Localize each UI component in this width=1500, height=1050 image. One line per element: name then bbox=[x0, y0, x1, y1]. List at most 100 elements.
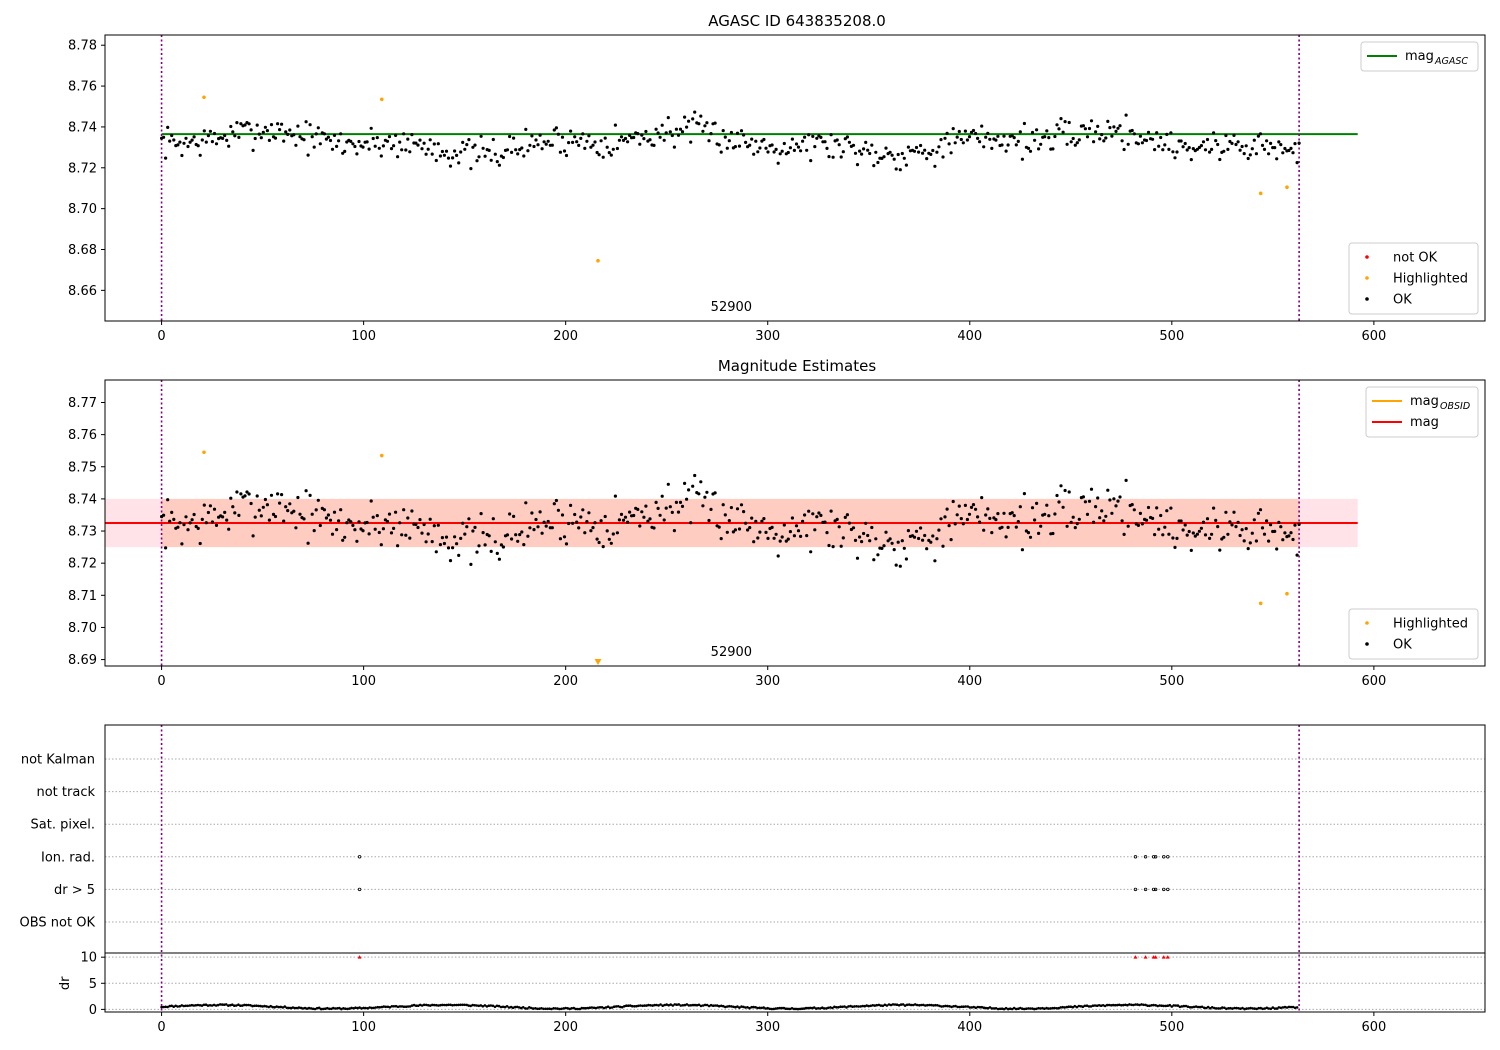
data-point-ok bbox=[807, 509, 811, 513]
data-point-ok bbox=[697, 122, 701, 126]
data-point-ok bbox=[595, 150, 599, 155]
data-point-ok bbox=[556, 508, 561, 512]
data-point-ok bbox=[801, 139, 805, 143]
data-point-ok bbox=[306, 153, 310, 157]
dr-point bbox=[994, 1007, 998, 1010]
data-point-ok bbox=[408, 536, 412, 540]
annotation: 52900 bbox=[711, 645, 752, 660]
dr-point bbox=[855, 1005, 858, 1008]
data-point-ok bbox=[1224, 510, 1228, 514]
data-point-ok bbox=[717, 525, 721, 529]
data-point-ok bbox=[239, 122, 243, 126]
dr-point bbox=[299, 1006, 303, 1010]
data-point-ok bbox=[1055, 123, 1059, 127]
dr-point bbox=[279, 1005, 283, 1009]
data-point-ok bbox=[1081, 124, 1085, 128]
dr-point bbox=[451, 1004, 454, 1007]
data-point-ok bbox=[269, 123, 274, 127]
dr-point bbox=[386, 1005, 390, 1009]
data-point-ok bbox=[306, 541, 310, 545]
data-point-ok bbox=[967, 135, 972, 139]
data-point-ok bbox=[459, 536, 463, 541]
data-point-highlighted bbox=[1258, 601, 1263, 606]
data-point-ok bbox=[349, 520, 353, 524]
data-point-ok bbox=[1199, 526, 1203, 530]
x-tick-label: 0 bbox=[157, 674, 165, 689]
dr-point bbox=[1170, 1005, 1174, 1008]
data-point-ok bbox=[1071, 136, 1075, 141]
data-point-ok bbox=[1232, 510, 1236, 514]
data-point-ok bbox=[1222, 535, 1226, 539]
dr-point bbox=[1075, 1005, 1079, 1009]
dr-point bbox=[1097, 1004, 1101, 1007]
legend-marker bbox=[1365, 276, 1369, 280]
data-point-ok bbox=[894, 563, 898, 567]
data-point-ok bbox=[683, 481, 687, 485]
data-point-ok bbox=[1269, 523, 1273, 527]
data-point-ok bbox=[1256, 511, 1260, 515]
data-point-ok bbox=[969, 130, 974, 134]
dr-point bbox=[360, 1007, 363, 1010]
dr-point bbox=[950, 1005, 953, 1009]
dr-point bbox=[1091, 1004, 1095, 1007]
data-point-ok bbox=[845, 513, 850, 517]
dr-point bbox=[764, 1007, 767, 1010]
dr-point bbox=[709, 1003, 713, 1007]
data-point-ok bbox=[180, 153, 184, 158]
data-point-ok bbox=[524, 127, 528, 131]
dr-point bbox=[835, 1006, 838, 1009]
dr-point bbox=[1103, 1004, 1107, 1008]
data-point-ok bbox=[799, 149, 803, 153]
dr-point bbox=[1148, 1004, 1151, 1008]
data-point-ok bbox=[1281, 151, 1285, 155]
dr-outlier-marker bbox=[1143, 955, 1148, 959]
data-point-ok bbox=[1275, 157, 1279, 161]
data-point-ok bbox=[326, 513, 330, 517]
dr-point bbox=[481, 1005, 485, 1008]
dr-point bbox=[758, 1006, 761, 1010]
dr-point bbox=[1105, 1003, 1109, 1007]
dr-point bbox=[267, 1005, 271, 1009]
dr-point bbox=[328, 1007, 331, 1011]
dr-point bbox=[214, 1004, 218, 1007]
data-point-ok bbox=[917, 536, 921, 541]
data-point-ok bbox=[601, 545, 605, 549]
dr-point bbox=[433, 1003, 436, 1007]
data-point-ok bbox=[796, 529, 801, 533]
data-point-ok bbox=[621, 138, 626, 142]
dr-point bbox=[796, 1007, 800, 1011]
data-point-ok bbox=[1201, 520, 1206, 524]
data-point-ok bbox=[744, 521, 748, 525]
dr-point bbox=[1257, 1006, 1260, 1010]
flag-point bbox=[357, 855, 362, 859]
dr-point bbox=[1012, 1006, 1016, 1010]
data-point-ok bbox=[416, 525, 420, 530]
data-point-ok bbox=[493, 152, 497, 156]
data-point-ok bbox=[778, 539, 782, 543]
legend-label: mag bbox=[1410, 394, 1439, 409]
data-point-ok bbox=[473, 143, 477, 147]
dr-point bbox=[354, 1006, 357, 1009]
data-point-ok bbox=[1100, 133, 1104, 137]
flag-label: OBS not OK bbox=[20, 916, 96, 931]
data-point-ok bbox=[961, 522, 965, 526]
data-point-ok bbox=[890, 541, 894, 545]
data-point-ok bbox=[1138, 134, 1142, 138]
dr-point bbox=[946, 1004, 949, 1008]
dr-point bbox=[627, 1004, 630, 1007]
dr-point bbox=[845, 1006, 848, 1009]
data-point-ok bbox=[442, 541, 446, 546]
dr-point bbox=[732, 1005, 735, 1009]
data-point-ok bbox=[514, 148, 518, 152]
data-point-ok bbox=[261, 505, 265, 509]
x-tick-label: 400 bbox=[957, 329, 982, 344]
dr-point bbox=[736, 1005, 739, 1008]
data-point-ok bbox=[640, 133, 644, 137]
dr-point bbox=[449, 1003, 452, 1007]
dr-point bbox=[701, 1004, 705, 1007]
data-point-ok bbox=[278, 501, 282, 505]
data-point-ok bbox=[949, 538, 953, 542]
dr-point bbox=[655, 1003, 658, 1007]
data-point-ok bbox=[288, 502, 292, 506]
data-point-ok bbox=[469, 167, 473, 171]
